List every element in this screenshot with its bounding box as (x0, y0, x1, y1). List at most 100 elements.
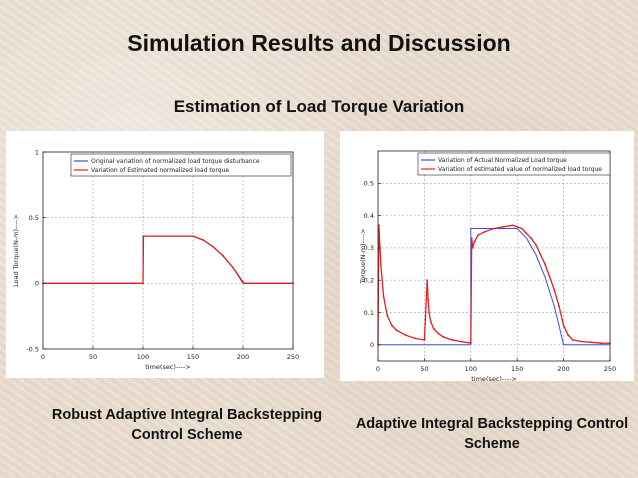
series-point-2 (243, 282, 245, 285)
series-point-2 (395, 329, 398, 332)
x-tick-label: 0 (41, 353, 45, 361)
series-point-2 (534, 243, 537, 246)
series-point-2 (451, 339, 454, 341)
series-point-2 (590, 341, 593, 344)
series-point-2 (232, 266, 234, 269)
caption-right: Adaptive Integral Backstepping Control S… (355, 416, 629, 452)
series-point-2 (599, 342, 602, 345)
series-point-2 (572, 339, 574, 341)
y-tick-label: 0.4 (364, 212, 374, 220)
series-point-2 (432, 327, 435, 330)
series-point-2 (242, 281, 244, 283)
x-tick-label: 50 (420, 365, 428, 373)
series-point-2 (391, 324, 393, 327)
series-point-2 (469, 342, 472, 345)
slide-subtitle: Estimation of Load Torque Variation (173, 97, 465, 116)
y-tick-label: 0.1 (364, 309, 374, 317)
y-tick-label: 1 (35, 148, 39, 156)
legend: Original variation of normalized load to… (70, 153, 292, 177)
series-point-2 (470, 237, 473, 240)
y-tick-label: -0.5 (26, 345, 39, 353)
series-point-2 (562, 324, 565, 327)
legend: Variation of Actual Normalized Load torq… (417, 152, 611, 176)
x-tick-label: 150 (187, 353, 199, 361)
y-tick-label: 0.3 (364, 244, 374, 252)
series-point-2 (544, 263, 546, 265)
x-tick-label: 150 (511, 365, 523, 373)
series-point-2 (430, 321, 432, 324)
series-point-2 (378, 224, 380, 227)
legend-box (70, 153, 292, 177)
series-point-2 (520, 227, 523, 230)
series-point-2 (471, 247, 474, 249)
plot-area (43, 152, 293, 349)
series-point-2 (442, 335, 444, 338)
y-tick-label: 0.2 (364, 277, 374, 285)
series-point-2 (426, 279, 429, 282)
x-tick-label: 200 (557, 365, 569, 373)
series-point-2 (539, 253, 542, 256)
axes-box (377, 150, 611, 362)
series-point-2 (386, 314, 389, 317)
series-point-2 (142, 235, 145, 237)
axes-box (42, 151, 294, 350)
chart-panel-left: 0 50 100 150 200 250 -0.5 0 0.5 1 time(sec)----> Lo… (6, 131, 324, 378)
series-point-2 (483, 230, 486, 233)
series-point-2 (530, 237, 532, 240)
y-axis-label: Torque(N-m)----> (359, 228, 367, 284)
series-point-2 (473, 240, 476, 243)
series-point-2 (222, 254, 224, 257)
y-tick-label: 0.5 (29, 214, 39, 222)
chart-1-group: 0 50 100 150 200 250-0.500.51time(sec)---->Lo… (12, 148, 299, 371)
x-tick-label: 200 (237, 353, 249, 361)
y-tick-label: 0.5 (364, 180, 374, 188)
chart-right: 0 50 100 150 200 250 0 0.1 0.2 0.3 0.4 0.5 time(sec)… (359, 150, 616, 383)
plot-area (378, 151, 610, 361)
y-tick-label: 0 (35, 280, 39, 288)
legend-box (417, 152, 611, 176)
x-axis-label: time(sec)----> (471, 375, 517, 381)
series-point-2 (525, 232, 528, 235)
series-point-2 (427, 298, 429, 301)
chart-panel-right: 0 50 100 150 200 250 0 0.1 0.2 0.3 0.4 0.5 time(sec)… (340, 131, 634, 383)
x-tick-label: 250 (287, 353, 299, 361)
series-point-2 (516, 226, 519, 228)
series-point-2 (202, 239, 204, 241)
series-point-2 (379, 263, 382, 265)
series-point-2 (404, 334, 407, 337)
chart-left: 0 50 100 150 200 250-0.500.51time(sec)---->Lo… (12, 148, 299, 371)
series-point-2 (212, 245, 214, 248)
x-axis-label: time(sec)----> (145, 363, 191, 371)
series-point-2 (553, 289, 556, 291)
series-point-2 (142, 282, 144, 285)
x-tick-label: 50 (89, 353, 97, 361)
caption-left: Robust Adaptive Integral Backstepping Co… (51, 407, 323, 443)
series-point-2 (437, 332, 440, 335)
series-point-2 (477, 234, 480, 236)
y-axis-label: Load Torque(N-m)----> (12, 214, 20, 287)
x-tick-label: 0 (376, 365, 380, 373)
x-tick-label: 250 (604, 365, 616, 373)
legend-label-2: Variation of Estimated normalized load t… (91, 167, 229, 174)
legend-label-1: Variation of Actual Normalized Load torq… (438, 157, 567, 164)
series-point-2 (558, 305, 560, 307)
series-point-2 (548, 276, 551, 278)
series-point-2 (192, 235, 194, 237)
legend-label-1: Original variation of normalized load to… (91, 158, 260, 165)
series-point-2 (511, 224, 514, 227)
series-point-2 (493, 227, 495, 230)
series-point-2 (428, 311, 430, 314)
x-tick-label: 100 (137, 353, 149, 361)
series-point-2 (423, 339, 426, 341)
slide-title: Simulation Results and Discussion (127, 30, 511, 56)
series-point-2 (502, 226, 505, 228)
series-point-2 (414, 337, 416, 340)
legend-label-2: Variation of estimated value of normaliz… (438, 166, 602, 173)
series-point-2 (567, 334, 570, 337)
series-point-2 (581, 340, 584, 343)
x-tick-label: 100 (465, 365, 477, 373)
series-point-2 (460, 340, 463, 343)
series-point-2 (382, 295, 385, 298)
chart-2-group: 0 50 100 150 200 250 0 0.1 0.2 0.3 0.4 0.5 time(sec)… (359, 150, 616, 383)
y-tick-label: 0 (370, 341, 374, 349)
